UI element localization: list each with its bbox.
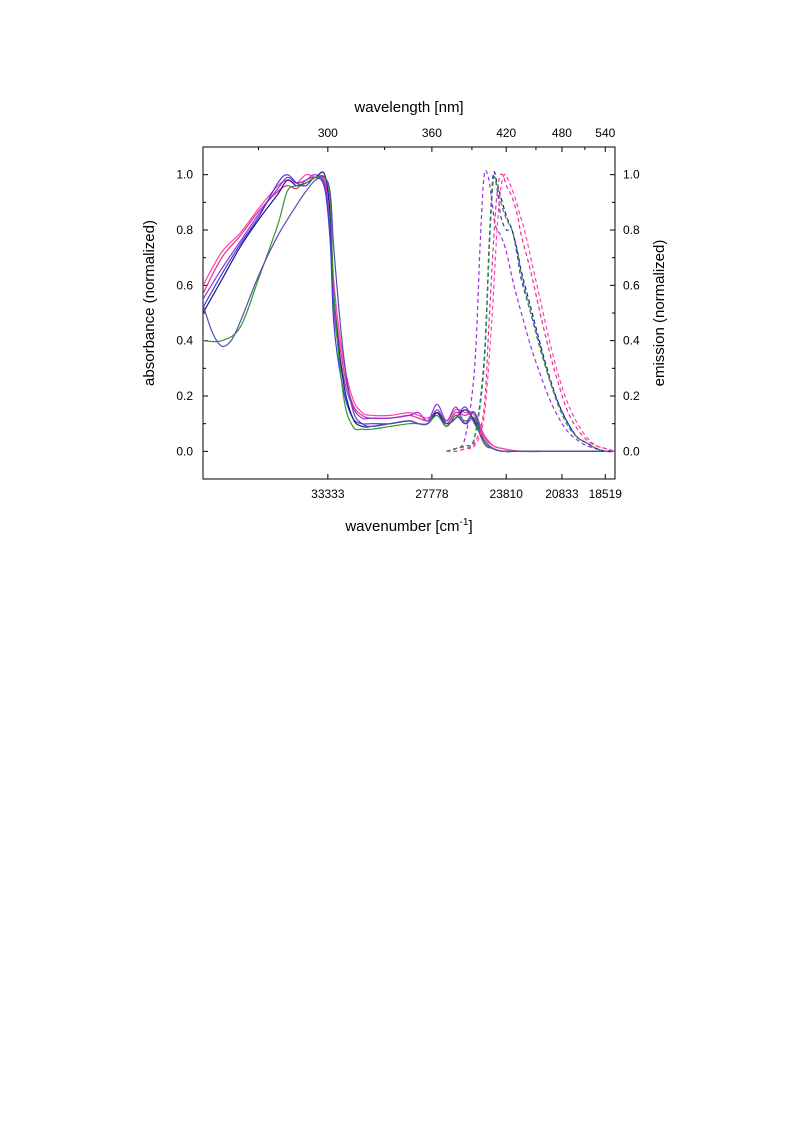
- right-y-tick-label: 0.2: [623, 389, 640, 403]
- bottom-axis-title-main: wavenumber [cm: [344, 518, 459, 535]
- absorption-series-line: [203, 174, 615, 453]
- absorption-series-line: [203, 173, 615, 453]
- right-y-tick-label: 0.0: [623, 444, 640, 458]
- absorption-series-line: [203, 176, 615, 453]
- left-y-tick-label: 0.4: [176, 334, 193, 348]
- bottom-x-tick-label: 18519: [589, 487, 623, 501]
- top-x-tick-label: 360: [422, 126, 442, 140]
- right-y-tick-label: 1.0: [623, 168, 640, 182]
- emission-series-line: [446, 173, 615, 453]
- absorption-series-line: [203, 174, 615, 453]
- top-x-tick-label: 540: [595, 126, 615, 140]
- plot-frame: [202, 146, 616, 480]
- emission-series-line: [446, 169, 615, 453]
- absorption-series-line: [203, 173, 615, 453]
- absorption-series-line: [203, 175, 615, 453]
- bottom-x-tick-label: 27778: [415, 487, 449, 501]
- series-group: [203, 169, 615, 453]
- top-x-tick-label: 420: [496, 126, 516, 140]
- left-y-tick-label: 0.8: [176, 223, 193, 237]
- bottom-x-tick-label: 23810: [490, 487, 524, 501]
- emission-series-line: [446, 173, 615, 453]
- left-y-tick-label: 0.6: [176, 278, 193, 292]
- left-y-tick-label: 0.2: [176, 389, 193, 403]
- left-y-tick-label: 1.0: [176, 168, 193, 182]
- emission-series-line: [446, 176, 615, 453]
- absorption-series-line: [203, 171, 615, 453]
- top-axis-title: wavelength [nm]: [353, 99, 463, 116]
- plot-area: 0.0 0.0 0.2 0.2 0.4 0.4 0.6 0.6 0.8 0.8 1.0 1.0 3333…: [176, 126, 640, 501]
- bottom-axis-title: wavenumber [cm-1]: [344, 517, 472, 535]
- right-y-tick-label: 0.6: [623, 278, 640, 292]
- right-axis-title: emission (normalized): [651, 240, 668, 387]
- right-y-tick-label: 0.8: [623, 223, 640, 237]
- emission-series-line: [446, 176, 615, 453]
- bottom-x-tick-label: 33333: [311, 487, 345, 501]
- bottom-x-tick-label: 20833: [545, 487, 579, 501]
- left-y-tick-label: 0.0: [176, 444, 193, 458]
- bottom-axis-title-end: ]: [468, 518, 472, 535]
- top-x-tick-label: 300: [318, 126, 338, 140]
- top-x-tick-label: 480: [552, 126, 572, 140]
- left-axis-title: absorbance (normalized): [141, 220, 158, 386]
- bottom-axis-title-sup: -1: [460, 517, 469, 528]
- right-y-tick-label: 0.4: [623, 334, 640, 348]
